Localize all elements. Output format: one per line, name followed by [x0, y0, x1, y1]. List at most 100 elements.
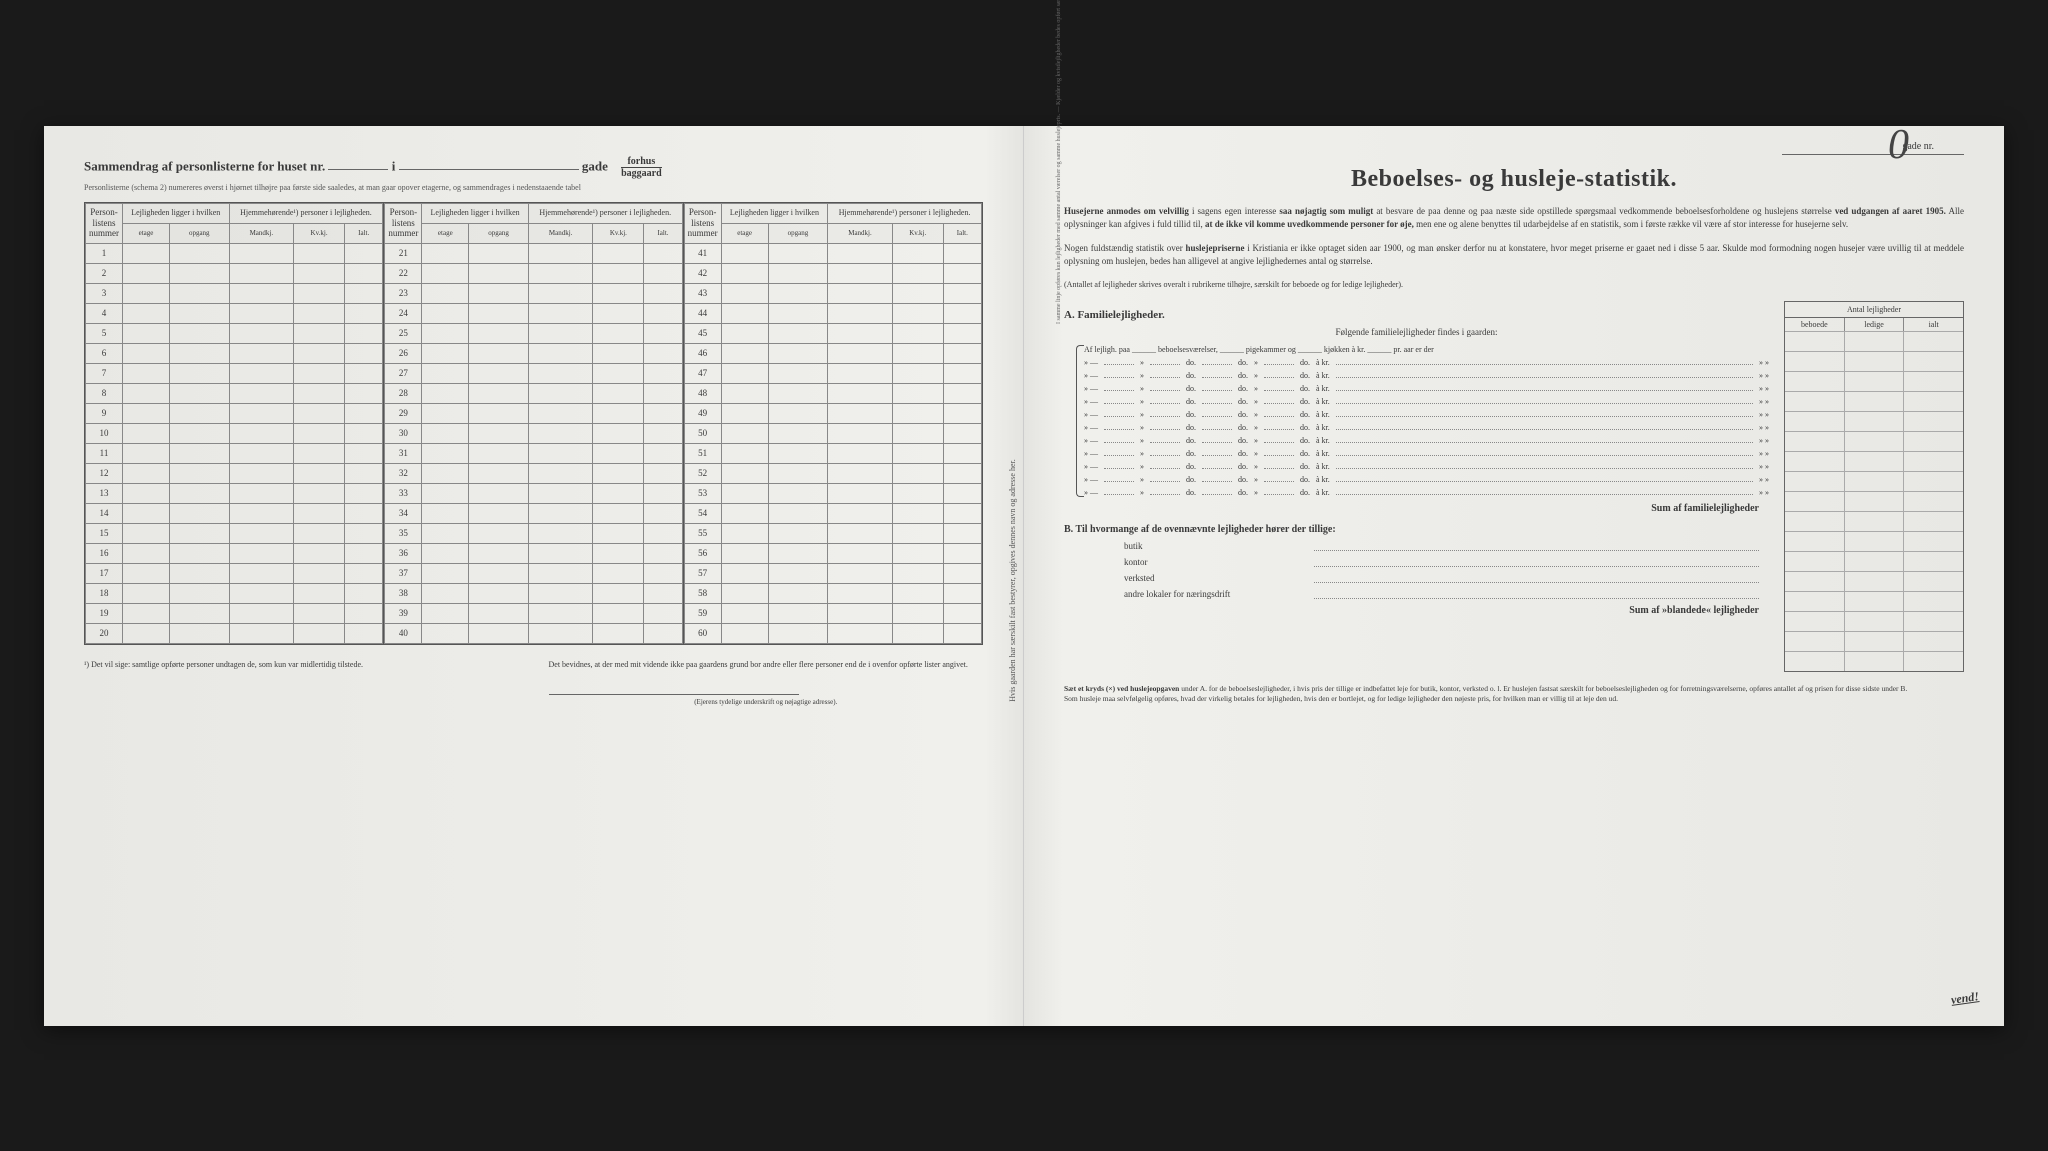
table-row: 54 — [684, 503, 981, 523]
b-line: butik — [1064, 541, 1769, 551]
table-row: 7 — [86, 363, 383, 383]
footnote-2: Det bevidnes, at der med mit vidende ikk… — [549, 660, 984, 706]
antal-row — [1785, 471, 1963, 491]
th-kvkj: Kv.kj. — [294, 223, 345, 243]
row-number: 19 — [86, 603, 123, 623]
table-row: 15 — [86, 523, 383, 543]
row-number: 5 — [86, 323, 123, 343]
paragraph-2: Nogen fuldstændig statistik over husleje… — [1064, 242, 1964, 269]
b-line: kontor — [1064, 557, 1769, 567]
family-line: » — » do. do.» do. à kr. » » — [1084, 358, 1769, 367]
table-block-3: Person-listens nummerLejligheden ligger … — [684, 203, 982, 644]
table-row: 2 — [86, 263, 383, 283]
antal-row — [1785, 591, 1963, 611]
table-row: 25 — [385, 323, 682, 343]
row-number: 4 — [86, 303, 123, 323]
table-row: 8 — [86, 383, 383, 403]
col-beboede: beboede — [1785, 318, 1845, 331]
row-number: 48 — [684, 383, 721, 403]
row-number: 43 — [684, 283, 721, 303]
th-kvkj: Kv.kj. — [892, 223, 943, 243]
row-number: 51 — [684, 443, 721, 463]
historical-form-document: Sammendrag af personlisterne for huset n… — [44, 126, 2004, 1026]
row-number: 2 — [86, 263, 123, 283]
table-row: 38 — [385, 583, 682, 603]
row-number: 20 — [86, 623, 123, 643]
table-row: 34 — [385, 503, 682, 523]
family-line: » — » do. do.» do. à kr. » » — [1084, 475, 1769, 484]
th-etage: etage — [422, 223, 469, 243]
antal-lejligheder-box: Antal lejligheder beboede ledige ialt — [1784, 301, 1964, 672]
b-line: andre lokaler for næringsdrift — [1064, 589, 1769, 599]
section-a-main: A. Familielejligheder. Følgende familiel… — [1064, 301, 1769, 672]
family-line: » — » do. do.» do. à kr. » » — [1084, 488, 1769, 497]
th-personlist: Person-listens nummer — [684, 203, 721, 243]
left-title: Sammendrag af personlisterne for huset n… — [84, 156, 983, 179]
table-row: 37 — [385, 563, 682, 583]
table-row: 17 — [86, 563, 383, 583]
table-row: 26 — [385, 343, 682, 363]
table-row: 31 — [385, 443, 682, 463]
table-row: 46 — [684, 343, 981, 363]
th-ialt: Ialt. — [943, 223, 981, 243]
antal-cols: beboede ledige ialt — [1785, 318, 1963, 331]
family-line: » — » do. do.» do. à kr. » » — [1084, 449, 1769, 458]
summary-table: Person-listens nummerLejligheden ligger … — [684, 203, 982, 644]
row-number: 31 — [385, 443, 422, 463]
th-opgang: opgang — [169, 223, 229, 243]
section-a-label: A. Familielejligheder. — [1064, 309, 1769, 321]
sum-family: Sum af familielejligheder — [1064, 503, 1769, 514]
table-row: 30 — [385, 423, 682, 443]
row-number: 3 — [86, 283, 123, 303]
row-number: 7 — [86, 363, 123, 383]
left-footnotes: ¹) Det vil sige: samtlige opførte person… — [84, 660, 983, 706]
th-personlist: Person-listens nummer — [86, 203, 123, 243]
row-number: 27 — [385, 363, 422, 383]
antal-row — [1785, 391, 1963, 411]
antal-row — [1785, 651, 1963, 671]
table-row: 39 — [385, 603, 682, 623]
table-row: 22 — [385, 263, 682, 283]
paragraph-3: (Antallet af lejligheder skrives overalt… — [1064, 279, 1964, 291]
section-b-label: B. Til hvormange af de ovennævnte lejlig… — [1064, 524, 1769, 535]
row-number: 1 — [86, 243, 123, 263]
row-number: 15 — [86, 523, 123, 543]
blank-gade — [399, 169, 579, 170]
family-line: » — » do. do.» do. à kr. » » — [1084, 384, 1769, 393]
th-mandkj: Mandkj. — [828, 223, 893, 243]
row-number: 6 — [86, 343, 123, 363]
table-row: 52 — [684, 463, 981, 483]
bottom-note: Sæt et kryds (×) ved huslejeopgaven unde… — [1064, 684, 1964, 705]
row-number: 41 — [684, 243, 721, 263]
row-number: 17 — [86, 563, 123, 583]
row-number: 30 — [385, 423, 422, 443]
table-row: 18 — [86, 583, 383, 603]
antal-header: Antal lejligheder — [1785, 302, 1963, 318]
family-lines: I samme linje opføres kun lejligheder me… — [1064, 345, 1769, 497]
brace-icon — [1076, 345, 1084, 497]
row-number: 26 — [385, 343, 422, 363]
table-row: 60 — [684, 623, 981, 643]
table-row: 42 — [684, 263, 981, 283]
table-row: 14 — [86, 503, 383, 523]
table-row: 51 — [684, 443, 981, 463]
section-b: butik kontor verksted andre lokaler for nær… — [1064, 541, 1769, 599]
table-row: 1 — [86, 243, 383, 263]
family-line: » — » do. do.» do. à kr. » » — [1084, 371, 1769, 380]
antal-row — [1785, 331, 1963, 351]
b-line: verksted — [1064, 573, 1769, 583]
family-line: » — » do. do.» do. à kr. » » — [1084, 397, 1769, 406]
antal-row — [1785, 631, 1963, 651]
table-row: 23 — [385, 283, 682, 303]
table-row: 36 — [385, 543, 682, 563]
table-row: 53 — [684, 483, 981, 503]
th-personlist: Person-listens nummer — [385, 203, 422, 243]
row-number: 57 — [684, 563, 721, 583]
table-row: 43 — [684, 283, 981, 303]
antal-row — [1785, 371, 1963, 391]
table-row: 56 — [684, 543, 981, 563]
th-lejlighed: Lejligheden ligger i hvilken — [721, 203, 828, 223]
vend-label: vend! — [1950, 989, 1980, 1008]
row-number: 29 — [385, 403, 422, 423]
table-row: 21 — [385, 243, 682, 263]
